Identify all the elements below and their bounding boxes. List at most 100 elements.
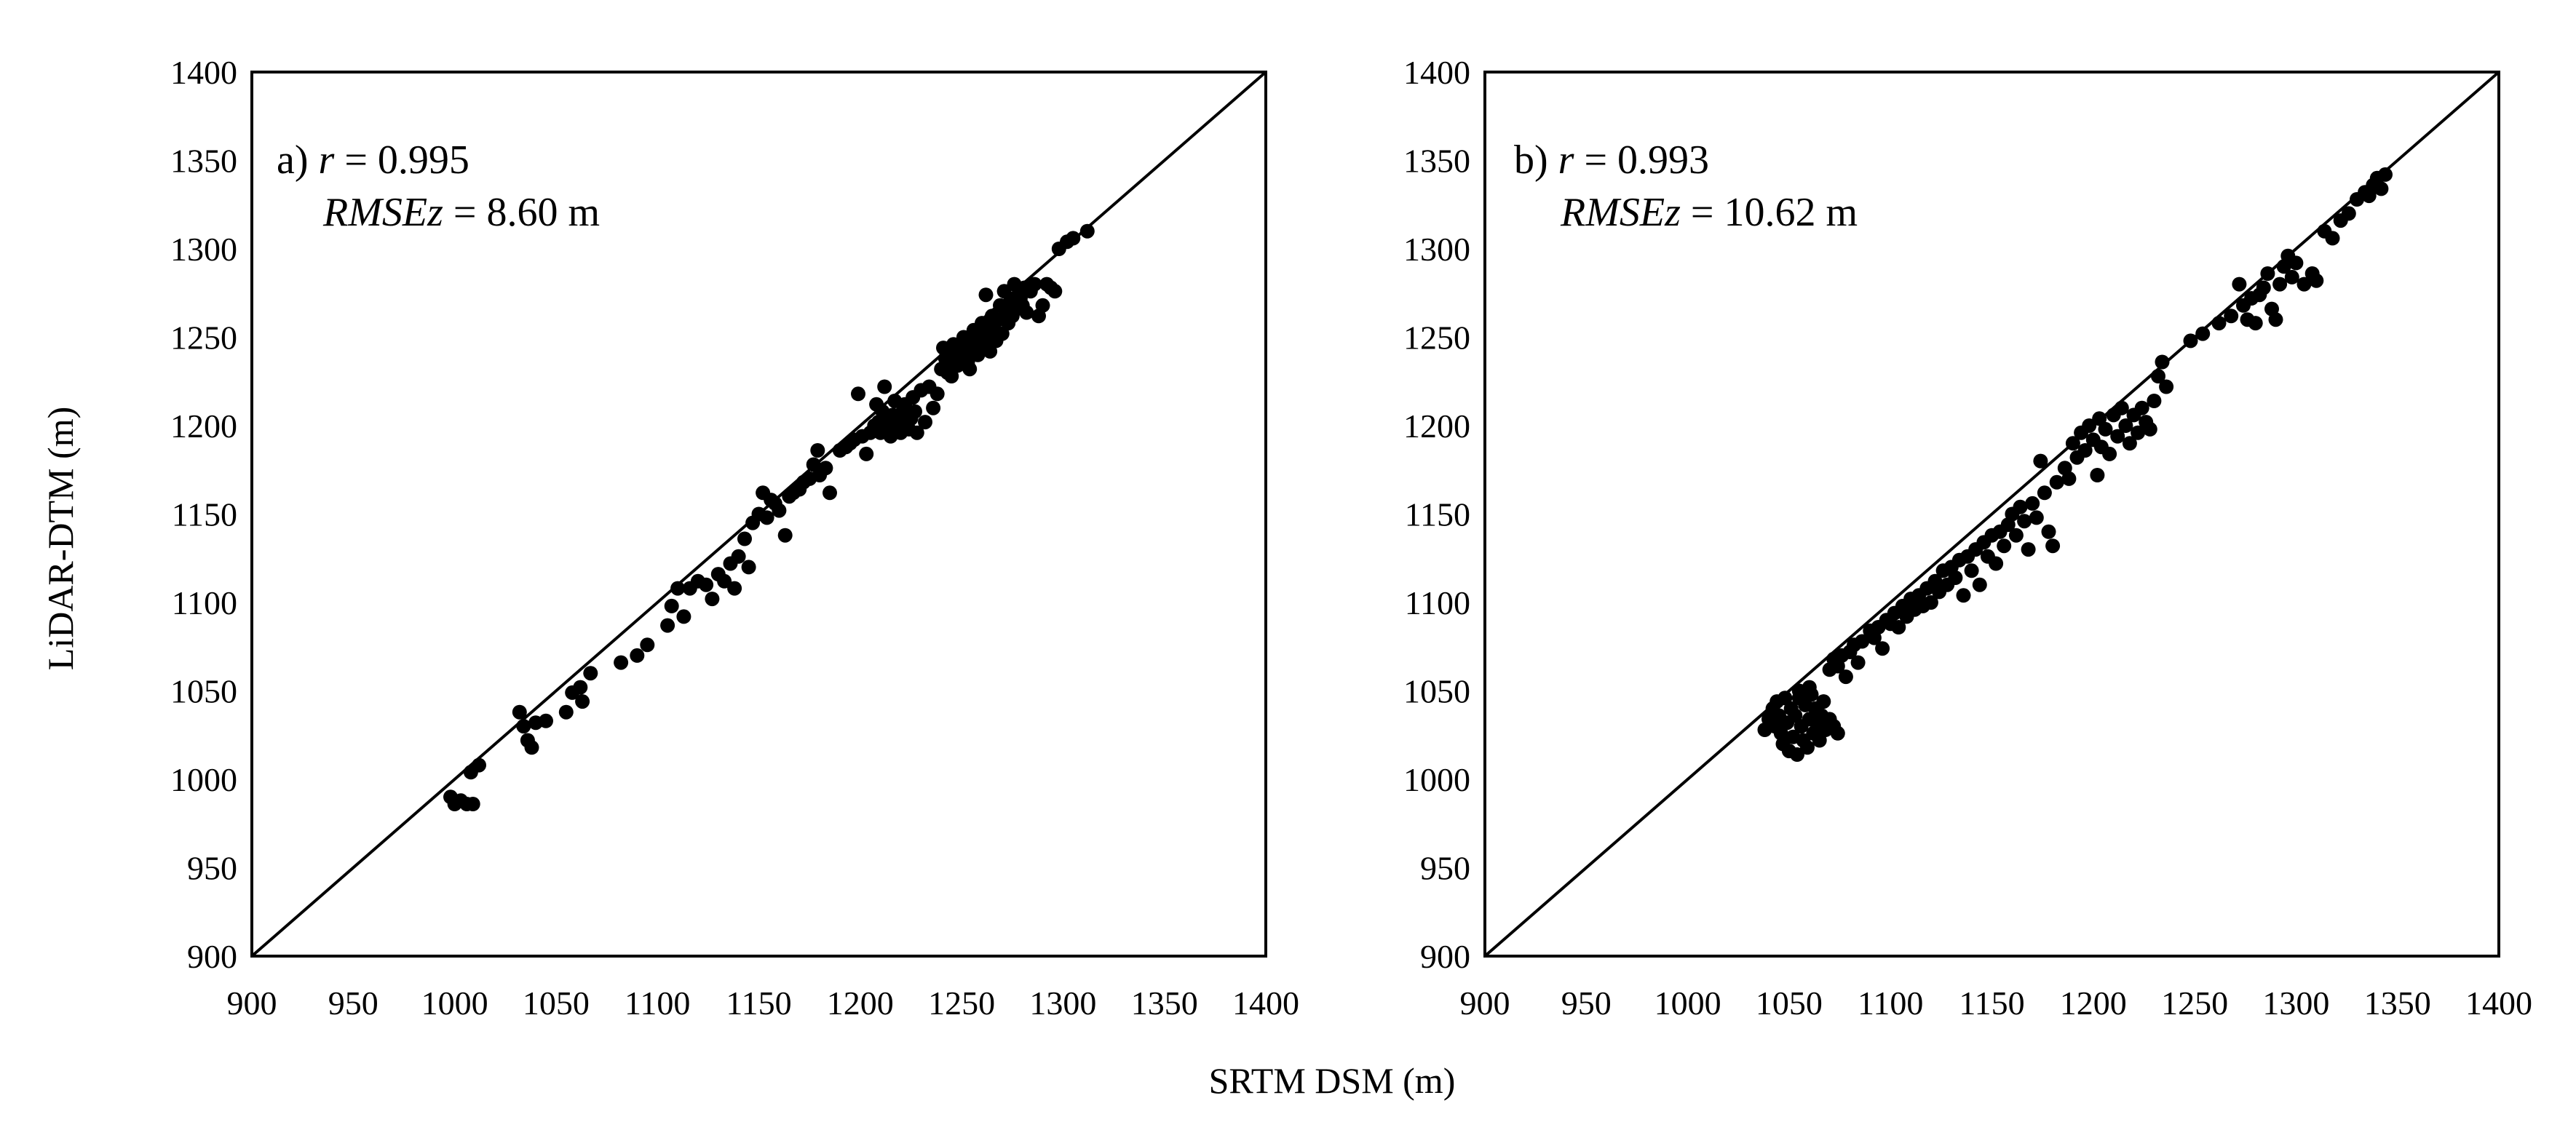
panel-b-y-tick-label: 1000 (1403, 761, 1470, 798)
panel-a-point-35 (741, 560, 756, 575)
panel-a-point-18 (614, 655, 629, 670)
panel-b-point-95 (2077, 443, 2093, 458)
panel-b-y-tick-label: 1200 (1403, 407, 1470, 445)
panel-a-plot-frame (250, 71, 1267, 958)
panel-b-point-25 (1812, 733, 1827, 748)
panel-a-x-tick-label: 1200 (827, 984, 894, 1022)
panel-b-point-136 (2296, 276, 2312, 292)
panel-a-y-tick-label: 1050 (170, 673, 237, 710)
panel-b-rmse-annotation: RMSEz = 10.62 m (1560, 190, 1858, 235)
panel-a-point-107 (970, 347, 986, 362)
panel-b-y-tick-label: 1300 (1403, 231, 1470, 268)
panel-b-point-116 (2159, 379, 2174, 394)
panel-a-point-50 (810, 443, 825, 458)
panel-b-rmse-symbol: RMSEz (1560, 190, 1681, 235)
panel-b-x-tick-label: 1000 (1654, 984, 1721, 1022)
panel-b-rmse-value: = 10.62 m (1681, 190, 1858, 235)
panel-b-point-118 (2195, 326, 2211, 341)
panel-a-point-49 (806, 457, 821, 472)
panel-a-point-113 (983, 343, 998, 359)
panel-a-y-tick-label: 1400 (170, 54, 237, 91)
panel-b-point-138 (2309, 273, 2324, 288)
panel-a-y-tick-label: 950 (187, 850, 237, 887)
panel-b-y-tick-label: 1150 (1405, 496, 1470, 533)
panel-a-point-23 (670, 581, 686, 596)
panel-b-point-127 (2256, 280, 2271, 295)
panel-b-point-8 (1778, 691, 1793, 706)
panel-b-point-19 (1800, 740, 1815, 755)
panel-b-point-106 (2118, 418, 2133, 433)
panel-a-point-7 (512, 704, 527, 720)
panel-b-point-142 (2341, 206, 2356, 221)
panel-a-x-tick-label: 1350 (1131, 984, 1198, 1022)
panel-a-r-symbol: r (319, 138, 335, 183)
panel-a-point-135 (1035, 298, 1050, 313)
panel-b-point-80 (2013, 499, 2028, 514)
panel-b-point-110 (2134, 400, 2149, 415)
panel-a-point-8 (516, 719, 531, 734)
panel-b-point-82 (2021, 542, 2036, 557)
panel-b-point-119 (2211, 316, 2227, 331)
panel-b-point-85 (2033, 453, 2048, 469)
panel-a-point-119 (994, 326, 1010, 341)
panel-a-point-16 (575, 694, 590, 709)
panel-a-point-85 (918, 415, 932, 430)
panel-a-point-142 (1079, 223, 1095, 239)
panel-b-point-92 (2065, 436, 2080, 451)
panel-a-point-103 (962, 362, 978, 377)
panel-b-point-31 (1830, 725, 1845, 741)
panel-a-point-88 (930, 386, 945, 402)
panel-b-point-88 (2045, 538, 2061, 554)
panel-b-x-tick-label: 1350 (2364, 984, 2431, 1022)
panel-b-r-annotation: b) r = 0.993 (1514, 138, 1709, 183)
panel-b-y-tick-label: 1350 (1403, 143, 1470, 180)
panel-b-point-134 (2284, 269, 2299, 285)
panel-b-x-tick-label: 1050 (1756, 984, 1823, 1022)
panel-b-reference-line (1483, 71, 2500, 958)
panel-a-rmse-annotation: RMSEz = 8.60 m (322, 190, 600, 235)
panel-b-x-tick-label: 1250 (2161, 984, 2228, 1022)
panel-b-point-84 (2029, 510, 2044, 525)
panel-b-point-50 (1891, 620, 1906, 634)
panel-b-point-131 (2272, 276, 2288, 292)
panel-a-point-83 (909, 425, 924, 440)
panel-b-point-83 (2025, 496, 2040, 511)
panel-a-point-82 (908, 404, 922, 419)
panel-b-y-tick-label: 1100 (1405, 584, 1470, 621)
panel-b-point-115 (2155, 354, 2170, 370)
panel-a-r-annotation: a) r = 0.995 (277, 138, 469, 183)
panel-a-point-131 (1019, 305, 1034, 320)
panel-b-point-42 (1855, 634, 1870, 649)
panel-b-point-33 (1802, 680, 1817, 695)
panel-b-plot-frame (1483, 71, 2500, 958)
panel-a-point-17 (583, 666, 598, 681)
panel-b-point-130 (2268, 312, 2283, 327)
panel-a-point-6 (472, 757, 486, 773)
panel-a-point-39 (759, 510, 774, 525)
panel-b-x-tick-label: 1300 (2262, 984, 2329, 1022)
panel-b-r-symbol: r (1558, 138, 1574, 183)
panel-a-point-133 (1027, 276, 1042, 292)
panel-b-point-109 (2131, 425, 2146, 440)
panel-a-point-120 (996, 284, 1012, 299)
panel-a-point-58 (851, 386, 865, 402)
panel-b-point-74 (1989, 556, 2004, 571)
panel-b-point-102 (2102, 446, 2117, 461)
panel-b-point-149 (2378, 167, 2393, 182)
panel-a-point-24 (676, 609, 691, 624)
panel-a-x-tick-label: 1150 (726, 984, 791, 1022)
panel-b-point-86 (2037, 485, 2052, 501)
panel-a-point-33 (731, 549, 746, 564)
panel-a-point-42 (772, 503, 787, 518)
panel-b-point-87 (2041, 524, 2056, 539)
panel-b-point-98 (2090, 468, 2105, 482)
panel-a-point-22 (664, 598, 679, 613)
y-axis-title: LiDAR-DTM (m) (40, 407, 81, 670)
panel-a-x-tick-label: 950 (328, 984, 379, 1022)
panel-a-r-value: = 0.995 (334, 138, 469, 183)
panel-a-y-tick-label: 1150 (172, 496, 237, 533)
panel-a-point-13 (558, 704, 574, 720)
panel-b-point-135 (2288, 255, 2304, 271)
panel-b-x-tick-label: 1100 (1858, 984, 1923, 1022)
panel-b-point-66 (1956, 588, 1971, 603)
